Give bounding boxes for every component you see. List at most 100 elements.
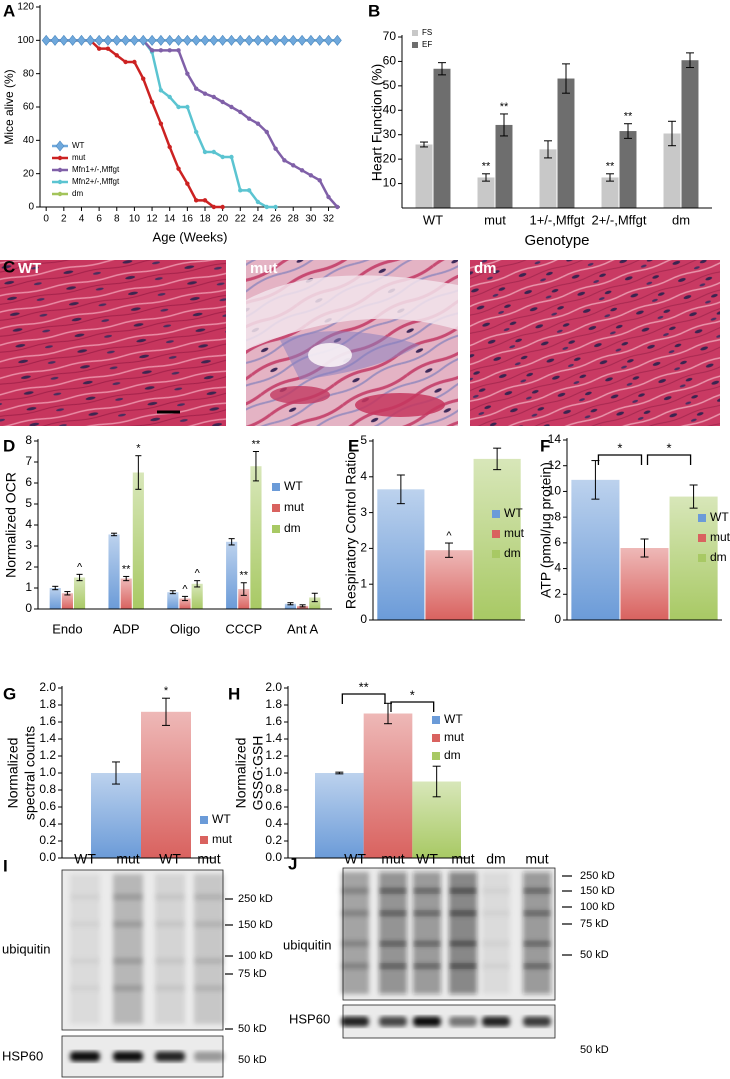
y-tick-label: 0.2: [265, 833, 282, 847]
y-tick-label: 30: [383, 127, 397, 141]
bar: [557, 78, 575, 209]
point-marker: [57, 167, 63, 173]
error-bar: [640, 538, 649, 558]
y-tick-label: 6: [25, 475, 32, 489]
x-tick-label: mut: [484, 212, 506, 227]
legend-swatch: [698, 514, 706, 522]
error-bar: [544, 140, 553, 159]
x-tick-label: 28: [288, 214, 300, 225]
point-marker: [220, 154, 225, 160]
marker-label: 50 kD: [238, 1023, 267, 1035]
legend-swatch: [698, 534, 706, 542]
y-tick-label: 5: [25, 496, 32, 510]
blot-band: [449, 887, 477, 894]
panel-letter: D: [3, 436, 15, 455]
bar: [620, 548, 669, 620]
point-marker: [138, 34, 148, 46]
point-marker: [308, 173, 314, 178]
blot-band: [413, 910, 441, 917]
point-marker: [103, 34, 113, 46]
point-marker: [165, 34, 175, 46]
point-marker: [132, 59, 137, 65]
y-axis-label: Respiratory Control Ratio: [343, 452, 359, 609]
significance-bracket: [646, 454, 692, 465]
bar: [238, 589, 250, 609]
y-tick-label: 1.4: [39, 731, 56, 745]
blot-band: [523, 940, 551, 947]
point-marker: [96, 46, 102, 51]
bar: [363, 713, 413, 858]
significance-label: ^: [446, 530, 452, 542]
significance-label: **: [122, 563, 131, 575]
x-tick-label: 18: [199, 214, 211, 225]
x-tick-label: Oligo: [170, 621, 200, 636]
error-bar: [123, 575, 130, 582]
y-tick-label: 1: [360, 576, 367, 590]
point-marker: [176, 104, 181, 110]
x-tick-label: 1+/-,Mffgt: [529, 212, 584, 227]
point-marker: [229, 104, 234, 110]
y-tick-label: 0.6: [265, 799, 282, 813]
blot-band: [155, 1051, 185, 1062]
x-tick-label: CCCP: [225, 621, 262, 636]
point-marker: [202, 91, 208, 96]
lane-label: WT: [344, 851, 366, 867]
blot-band: [341, 940, 369, 947]
y-tick-label: 4: [360, 469, 367, 483]
blot-signal: [70, 874, 224, 1024]
point-marker: [255, 199, 261, 205]
point-marker: [282, 158, 287, 163]
blot-band: [194, 958, 224, 964]
blot-band: [155, 921, 185, 928]
lane-label: mut: [197, 851, 220, 867]
histology-image: [0, 260, 226, 426]
significance-label: *: [410, 687, 415, 702]
x-axis-label: Genotype: [524, 232, 589, 249]
y-tick-label: 1.6: [39, 714, 56, 728]
y-tick-label: 1: [25, 580, 32, 594]
lane-label: WT: [159, 851, 181, 867]
bar: [108, 534, 120, 609]
point-marker: [255, 121, 261, 126]
point-marker: [167, 144, 172, 150]
point-marker: [158, 121, 164, 126]
error-bar: [287, 602, 294, 606]
point-marker: [57, 155, 63, 161]
bar: [61, 593, 73, 609]
blot-band: [379, 910, 407, 917]
y-tick-label: 0.8: [265, 782, 282, 796]
error-bar: [111, 532, 118, 537]
significance-label: *: [136, 443, 141, 455]
y-tick-label: 0.0: [39, 850, 56, 864]
significance-label: ^: [195, 568, 201, 580]
point-marker: [246, 188, 252, 193]
error-bar: [135, 455, 142, 490]
bar: [179, 598, 191, 609]
blot-band: [70, 1051, 100, 1062]
bar: [425, 550, 473, 620]
point-marker: [185, 71, 190, 76]
legend-label: FS: [422, 28, 432, 37]
legend-swatch: [272, 483, 280, 491]
y-tick-label: 70: [383, 29, 397, 43]
error-bar: [335, 771, 344, 775]
lane-label: WT: [74, 851, 96, 867]
significance-label: **: [240, 570, 249, 582]
y-tick-label: 4: [25, 517, 32, 531]
y-tick-label: 80: [23, 68, 35, 79]
row-label: HSP60: [289, 1011, 330, 1026]
blot-band: [155, 894, 185, 900]
blot-band: [413, 963, 441, 970]
x-tick-label: 24: [252, 214, 264, 225]
significance-bracket: [597, 454, 643, 465]
histology-image: [470, 260, 720, 426]
legend-swatch: [272, 525, 280, 533]
blot-band: [341, 963, 369, 970]
error-bar: [64, 591, 71, 596]
point-marker: [176, 48, 181, 53]
significance-label: ^: [182, 583, 188, 595]
point-marker: [112, 34, 122, 46]
point-marker: [238, 109, 243, 115]
y-tick-label: 0.2: [39, 833, 56, 847]
